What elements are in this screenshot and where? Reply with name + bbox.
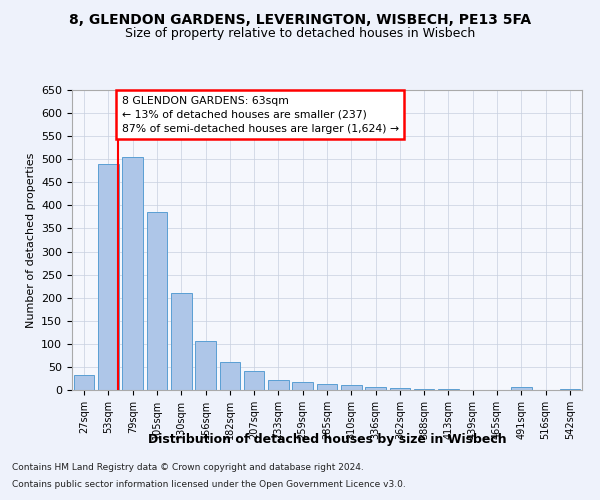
- Bar: [268, 380, 289, 390]
- Text: Contains HM Land Registry data © Crown copyright and database right 2024.: Contains HM Land Registry data © Crown c…: [12, 464, 364, 472]
- Bar: [220, 362, 240, 390]
- Bar: [511, 387, 532, 390]
- Text: 8, GLENDON GARDENS, LEVERINGTON, WISBECH, PE13 5FA: 8, GLENDON GARDENS, LEVERINGTON, WISBECH…: [69, 12, 531, 26]
- Bar: [146, 212, 167, 390]
- Bar: [195, 340, 216, 390]
- Bar: [292, 382, 313, 390]
- Bar: [122, 157, 143, 390]
- Bar: [171, 293, 191, 390]
- Bar: [341, 386, 362, 390]
- Bar: [74, 375, 94, 390]
- Bar: [438, 389, 459, 390]
- Bar: [98, 164, 119, 390]
- Text: 8 GLENDON GARDENS: 63sqm
← 13% of detached houses are smaller (237)
87% of semi-: 8 GLENDON GARDENS: 63sqm ← 13% of detach…: [122, 96, 399, 134]
- Bar: [317, 384, 337, 390]
- Bar: [244, 370, 265, 390]
- Bar: [560, 389, 580, 390]
- Bar: [389, 388, 410, 390]
- Y-axis label: Number of detached properties: Number of detached properties: [26, 152, 35, 328]
- Bar: [414, 388, 434, 390]
- Bar: [365, 387, 386, 390]
- Text: Size of property relative to detached houses in Wisbech: Size of property relative to detached ho…: [125, 28, 475, 40]
- Text: Distribution of detached houses by size in Wisbech: Distribution of detached houses by size …: [148, 432, 506, 446]
- Text: Contains public sector information licensed under the Open Government Licence v3: Contains public sector information licen…: [12, 480, 406, 489]
